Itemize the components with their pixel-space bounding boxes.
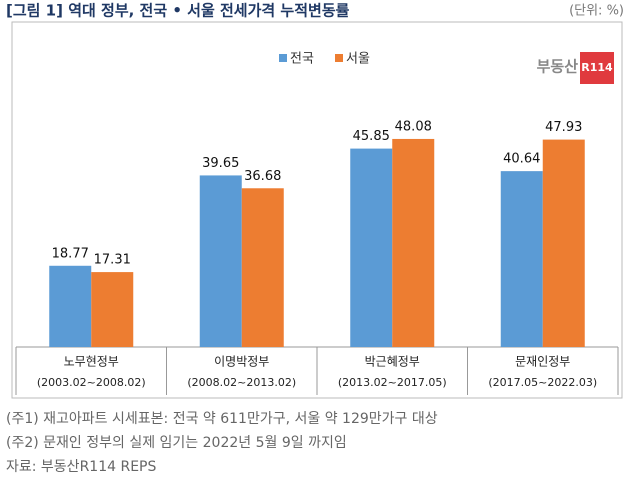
- bar: [199, 175, 242, 347]
- legend-label: 서울: [346, 52, 370, 67]
- data-label: 39.65: [202, 156, 239, 171]
- chart-title: [그림 1] 역대 정부, 전국 • 서울 전세가격 누적변동률: [6, 2, 350, 20]
- x-tick-sublabel: (2013.02~2017.05): [338, 376, 447, 389]
- data-label: 47.93: [545, 120, 582, 135]
- bar: [241, 188, 284, 347]
- logo-badge: [580, 52, 614, 84]
- bar: [500, 171, 543, 347]
- data-label: 48.08: [395, 119, 432, 134]
- bar: [91, 272, 134, 347]
- data-label: 18.77: [52, 246, 89, 261]
- footnote: (주2) 문재인 정부의 실제 임기는 2022년 5월 9일 까지임: [6, 435, 347, 451]
- legend-label: 전국: [290, 52, 314, 67]
- bar: [49, 265, 92, 347]
- x-tick-sublabel: (2008.02~2013.02): [187, 376, 296, 389]
- bar: [542, 139, 585, 347]
- x-tick-label: 이명박정부: [214, 355, 269, 369]
- bar: [350, 148, 393, 347]
- x-tick-label: 박근혜정부: [365, 355, 420, 369]
- x-tick-sublabel: (2003.02~2008.02): [37, 376, 146, 389]
- data-label: 36.68: [244, 169, 281, 184]
- unit-note: (단위: %): [569, 4, 624, 19]
- data-label: 45.85: [353, 129, 390, 144]
- chart-frame: [11, 21, 623, 399]
- legend-swatch: [335, 54, 343, 62]
- legend-swatch: [279, 54, 287, 62]
- x-tick-sublabel: (2017.05~2022.03): [488, 376, 597, 389]
- footnote: (주1) 재고아파트 시세표본: 전국 약 611만가구, 서울 약 129만가…: [6, 411, 438, 427]
- x-tick-label: 문재인정부: [515, 355, 570, 369]
- bar: [392, 138, 435, 347]
- logo-text: 부동산: [537, 58, 579, 76]
- data-label: 17.31: [94, 253, 131, 268]
- data-label: 40.64: [503, 152, 540, 167]
- logo-badge-text: R114: [581, 61, 613, 74]
- footnote: 자료: 부동산R114 REPS: [6, 459, 156, 475]
- x-tick-label: 노무현정부: [64, 355, 119, 369]
